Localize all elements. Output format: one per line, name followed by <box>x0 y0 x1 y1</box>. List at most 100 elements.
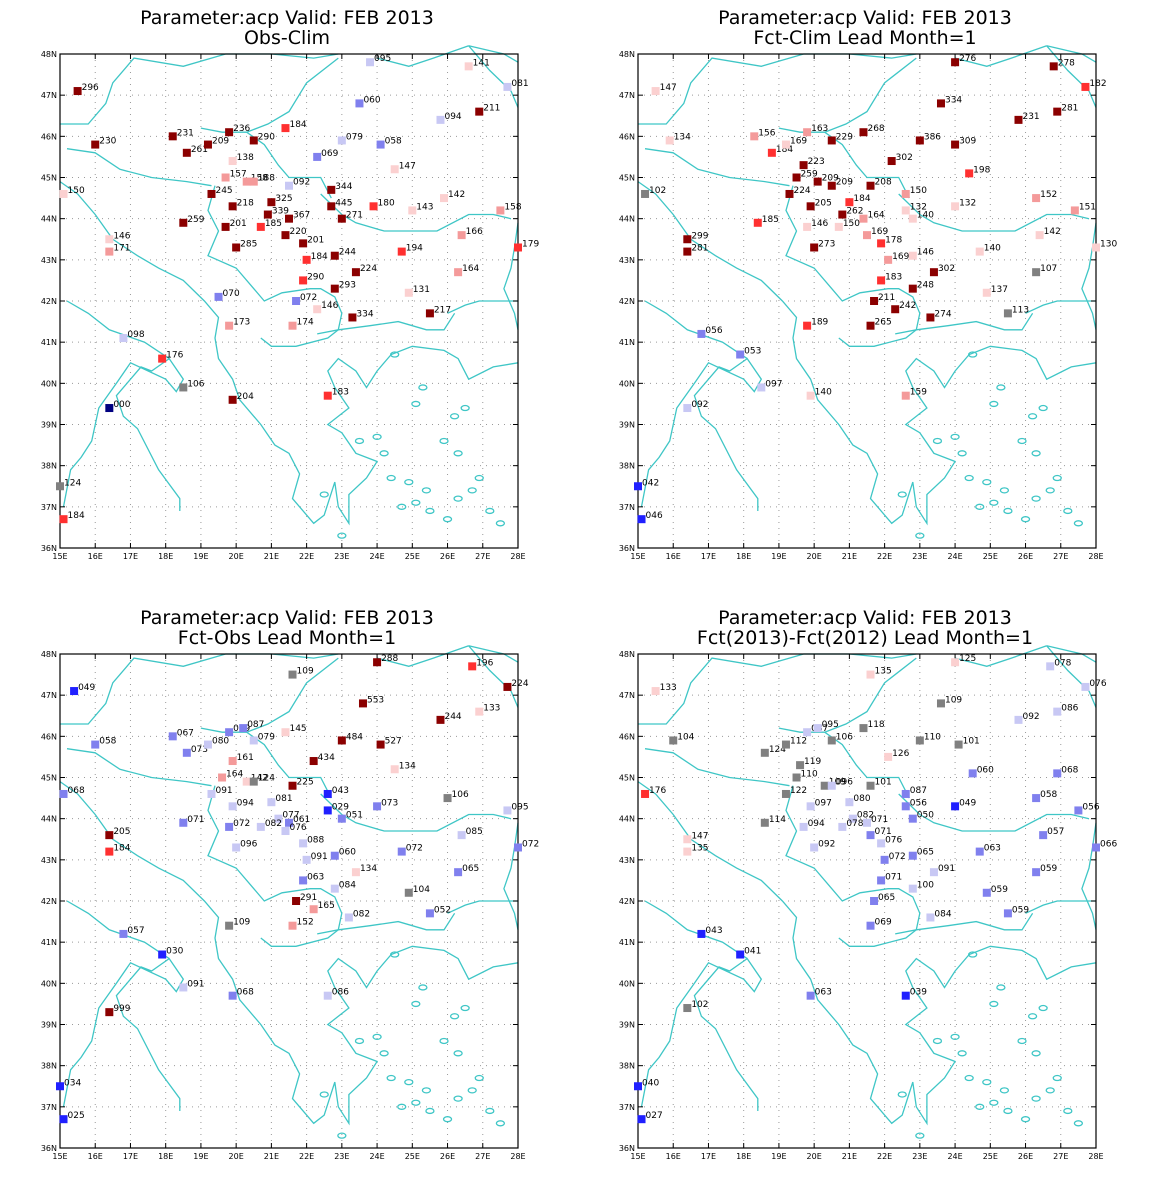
island <box>975 503 985 510</box>
station-marker <box>799 822 808 831</box>
island <box>485 507 495 515</box>
island <box>1020 516 1031 523</box>
island <box>1045 487 1055 494</box>
station-label: 094 <box>808 819 825 829</box>
station-label: 059 <box>1040 864 1057 874</box>
station-label: 344 <box>335 182 352 192</box>
station-marker <box>806 802 815 811</box>
island <box>425 507 435 515</box>
station-label: 082 <box>353 909 370 919</box>
station-label: 095 <box>511 802 528 812</box>
y-tick-label: 45N <box>41 774 57 783</box>
station-marker <box>228 395 237 404</box>
station-label: 049 <box>959 798 976 808</box>
station-marker <box>951 58 960 67</box>
station-label: 096 <box>240 839 257 849</box>
station-marker <box>806 202 815 211</box>
coastline <box>320 193 512 232</box>
station-label: 276 <box>959 54 976 64</box>
station-marker <box>810 243 819 252</box>
station-label: 334 <box>356 309 373 319</box>
y-tick-label: 40N <box>41 379 57 388</box>
island <box>915 532 925 539</box>
station-marker <box>425 309 434 318</box>
station-label: 288 <box>381 654 398 664</box>
y-tick-label: 37N <box>619 503 635 512</box>
coastline <box>785 185 921 347</box>
station-marker <box>760 748 769 757</box>
coastline <box>317 312 456 335</box>
x-tick-label: 27E <box>1053 552 1068 561</box>
coastline <box>447 900 518 914</box>
station-marker <box>263 210 272 219</box>
y-tick-label: 42N <box>41 297 57 306</box>
station-label: 061 <box>293 815 310 825</box>
x-tick-label: 28E <box>1088 552 1103 561</box>
station-label: 119 <box>804 757 821 767</box>
station-label: 104 <box>677 732 694 742</box>
coastline <box>317 912 456 935</box>
station-label: 150 <box>910 186 927 196</box>
station-marker <box>936 699 945 708</box>
station-marker <box>182 748 191 757</box>
coastline <box>376 45 469 67</box>
station-marker <box>951 202 960 211</box>
station-marker <box>665 136 674 145</box>
station-label: 223 <box>808 157 825 167</box>
station-marker <box>70 687 79 696</box>
station-marker <box>309 757 318 766</box>
station-marker <box>803 128 812 137</box>
station-label: 068 <box>1061 765 1078 775</box>
island <box>989 499 999 506</box>
station-marker <box>838 822 847 831</box>
island <box>467 1087 477 1094</box>
station-label: 043 <box>705 926 722 936</box>
y-tick-label: 42N <box>619 897 635 906</box>
station-marker <box>683 835 692 844</box>
station-label: 057 <box>127 926 144 936</box>
station-label: 110 <box>924 732 941 742</box>
coastline <box>503 822 519 930</box>
station-label: 205 <box>815 198 832 208</box>
island <box>397 1103 407 1110</box>
y-tick-label: 40N <box>619 979 635 988</box>
station-label: 271 <box>346 211 363 221</box>
station-label: 204 <box>237 392 254 402</box>
station-marker <box>355 99 364 108</box>
station-marker <box>1081 82 1090 91</box>
station-label: 189 <box>811 318 828 328</box>
station-marker <box>158 950 167 959</box>
station-marker <box>1049 62 1058 71</box>
station-marker <box>651 87 660 96</box>
station-marker <box>859 214 868 223</box>
station-marker <box>926 913 935 922</box>
station-label: 553 <box>367 695 384 705</box>
station-marker <box>313 305 322 314</box>
y-tick-label: 36N <box>41 1144 57 1153</box>
station-marker <box>1003 909 1012 918</box>
station-marker <box>838 210 847 219</box>
station-label: 205 <box>113 827 130 837</box>
station-marker <box>697 329 706 338</box>
island <box>337 1132 347 1139</box>
station-label: 118 <box>867 720 884 730</box>
island <box>932 1037 943 1045</box>
station-label: 080 <box>212 737 229 747</box>
station-marker <box>330 284 339 293</box>
station-label: 229 <box>836 132 853 142</box>
station-marker <box>514 243 522 252</box>
station-label: 092 <box>691 400 708 410</box>
station-marker <box>866 321 875 330</box>
station-marker <box>225 321 234 330</box>
station-marker <box>503 806 512 815</box>
station-marker <box>228 202 237 211</box>
station-label: 096 <box>836 778 853 788</box>
coastline <box>637 781 1097 1126</box>
island <box>1073 520 1084 527</box>
station-marker <box>877 839 886 848</box>
stations: 296 230 231 261 209 236 290 184 079 095 060 058 069 0… <box>56 54 539 524</box>
station-label: 152 <box>1040 190 1057 200</box>
station-marker <box>736 950 745 959</box>
